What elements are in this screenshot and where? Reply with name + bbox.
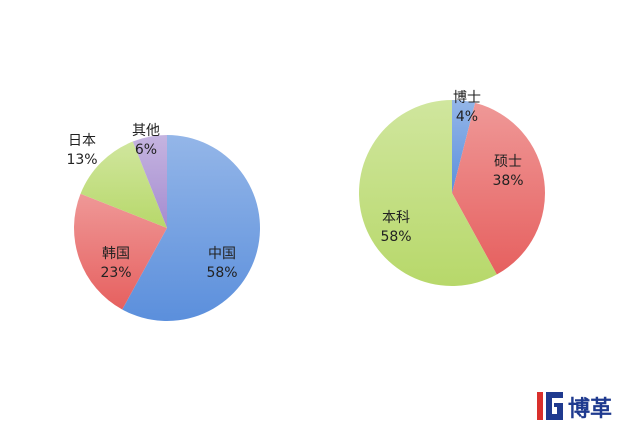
- logo-mark-g: [546, 392, 563, 420]
- slice-category-label: 韩国: [102, 246, 130, 262]
- slice-percent-label: 58%: [206, 265, 237, 281]
- pie-slice-博士: [452, 100, 476, 193]
- slice-percent-label: 38%: [492, 173, 523, 189]
- pie-slice-本科: [359, 100, 497, 286]
- slice-percent-label: 6%: [135, 142, 157, 158]
- slice-percent-label: 23%: [100, 265, 131, 281]
- pie-slice-韩国: [74, 193, 167, 310]
- logo: 博革: [537, 392, 612, 422]
- slice-percent-label: 4%: [456, 109, 478, 125]
- pie-slice-日本: [80, 141, 167, 228]
- slice-percent-label: 58%: [380, 229, 411, 245]
- logo-mark-i: [537, 392, 543, 420]
- slice-category-label: 本科: [382, 210, 410, 226]
- slice-category-label: 硕士: [494, 154, 522, 170]
- pie-chart-1: 中国 58% 韩国 23% 日本 13% 其他 6%: [66, 123, 261, 321]
- slice-category-label: 日本: [68, 133, 96, 149]
- pie-slice-中国: [122, 135, 261, 321]
- slice-category-label: 中国: [208, 246, 236, 262]
- pie-slice-其他: [132, 135, 167, 228]
- pie-chart-2: 博士 4% 硕士 38% 本科 58%: [359, 89, 545, 286]
- slice-percent-label: 13%: [66, 152, 97, 168]
- slice-category-label: 博士: [453, 89, 481, 106]
- pie-slice-硕士: [452, 102, 545, 275]
- logo-text: 博革: [568, 396, 612, 422]
- slice-category-label: 其他: [132, 123, 160, 139]
